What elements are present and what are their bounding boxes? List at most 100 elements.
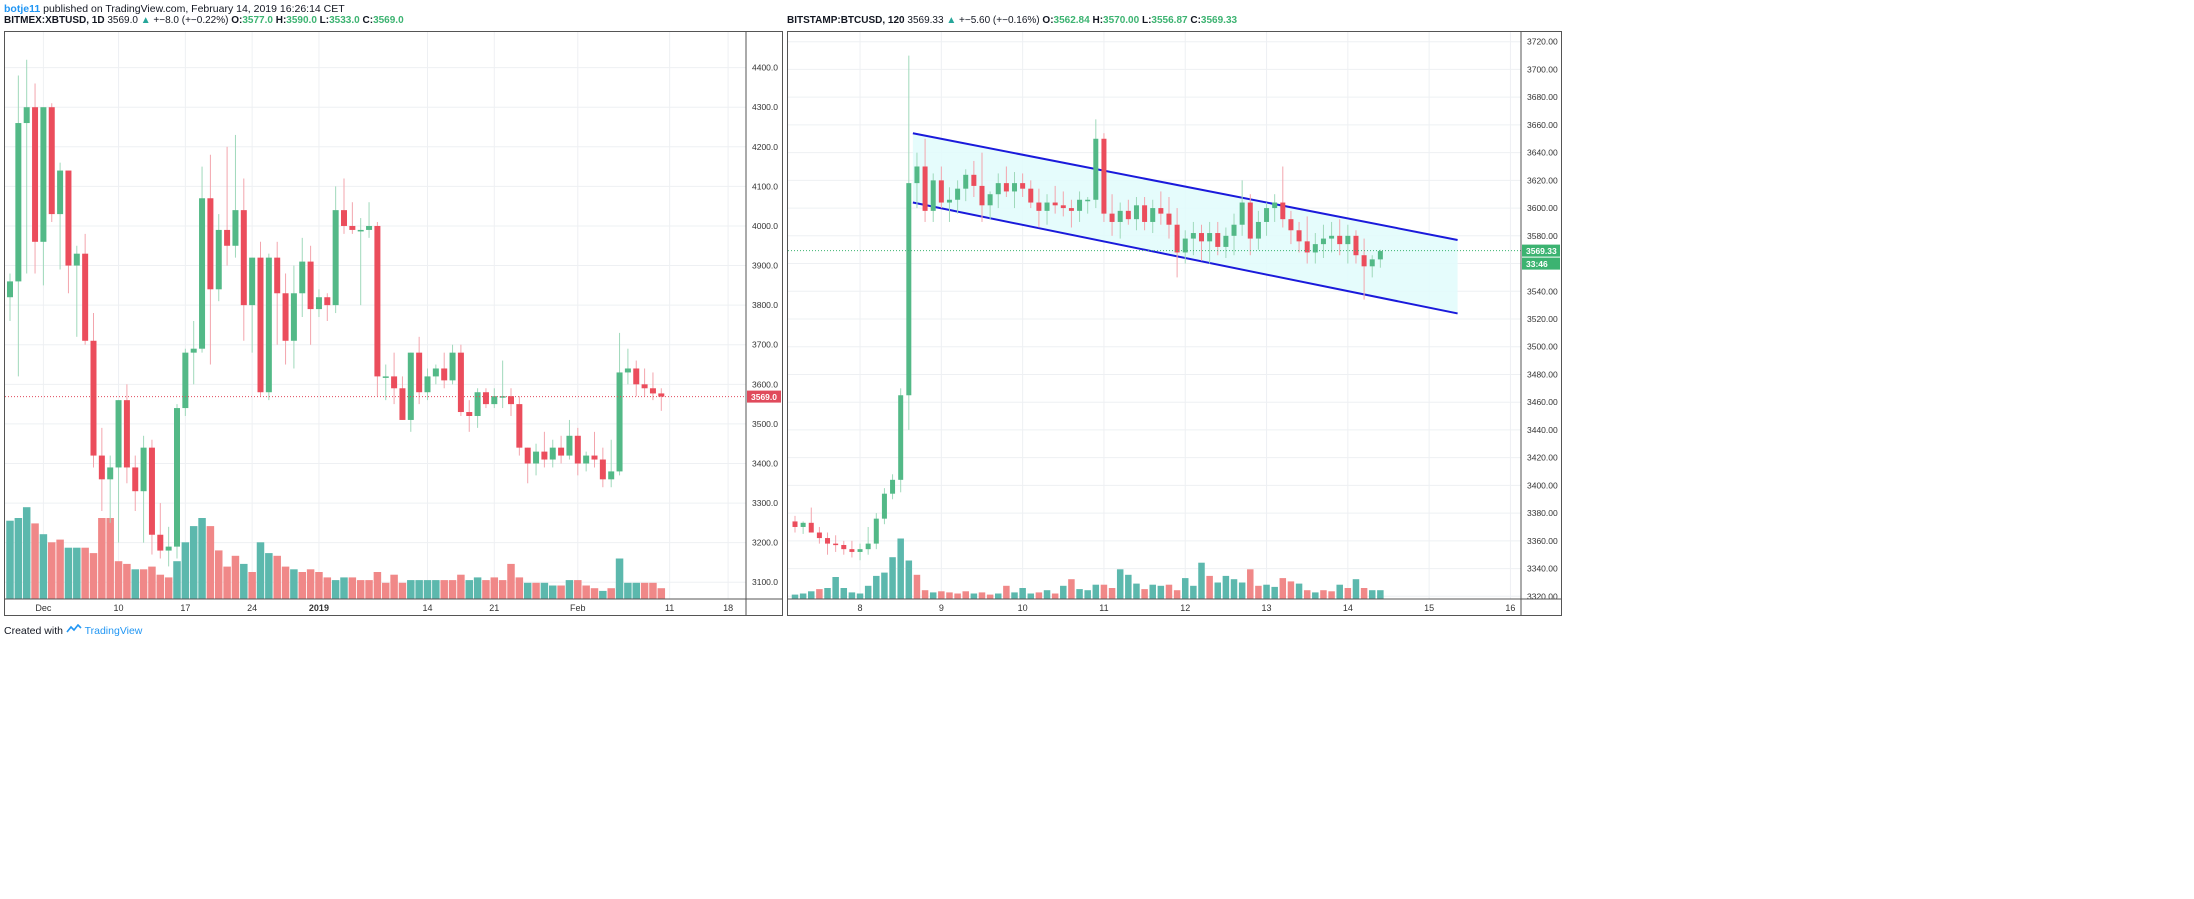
left-high-label: H: xyxy=(275,15,287,26)
right-candle-body xyxy=(857,549,863,552)
right-y-tick-label: 3500.00 xyxy=(1527,342,1558,352)
right-change: +−5.60 (+−0.16%) xyxy=(959,15,1040,26)
right-y-tick-label: 3360.00 xyxy=(1527,536,1558,546)
left-volume-bar xyxy=(649,582,657,599)
right-volume-bar xyxy=(986,594,994,599)
right-candle-body xyxy=(1093,138,1099,200)
left-volume-bar xyxy=(6,520,14,599)
left-volume-bar xyxy=(340,577,348,599)
left-candle-body xyxy=(148,447,155,535)
left-open: 3577.0 xyxy=(242,15,273,26)
right-y-tick-label: 3620.00 xyxy=(1527,175,1558,185)
left-volume-bar xyxy=(89,553,98,599)
left-x-tick-label: 2019 xyxy=(309,603,329,613)
right-volume-bar xyxy=(1051,593,1059,599)
left-open-label: O: xyxy=(231,15,243,26)
left-volume-bar xyxy=(198,518,206,599)
right-volume-bar xyxy=(978,592,986,599)
right-candle-body xyxy=(1117,210,1123,222)
right-volume-bar xyxy=(816,589,823,599)
left-volume-bar xyxy=(348,577,357,599)
left-low-label: L: xyxy=(319,15,330,26)
left-volume-bar xyxy=(48,542,56,599)
right-volume-bar xyxy=(881,572,888,599)
right-low-label: L: xyxy=(1141,15,1152,26)
right-volume-bar xyxy=(946,592,953,599)
left-symbol[interactable]: BITMEX:XBTUSD, 1D xyxy=(4,15,105,26)
right-x-tick-label: 12 xyxy=(1180,603,1190,613)
left-candle-body xyxy=(65,170,72,266)
left-volume-bar xyxy=(81,547,89,599)
author-link[interactable]: botje11 xyxy=(4,3,41,15)
right-candle-body xyxy=(1125,210,1131,220)
left-y-tick-label: 4200.0 xyxy=(752,142,778,152)
right-candle-body xyxy=(1207,233,1213,242)
right-candle-body xyxy=(1304,241,1310,253)
left-high: 3590.0 xyxy=(286,15,317,26)
left-candle-body xyxy=(658,393,665,397)
left-low: 3533.0 xyxy=(329,15,360,26)
right-volume-bar xyxy=(799,593,807,599)
left-volume-bar xyxy=(490,577,499,599)
right-candle-body xyxy=(1239,202,1245,225)
right-volume-bar xyxy=(1206,575,1213,599)
right-candle-body xyxy=(955,188,961,200)
right-chart-panel[interactable]: 3320.00 3340.00 3360.00 3380.00 3400.00 3420.… xyxy=(787,31,1562,616)
left-volume-bar xyxy=(356,580,365,599)
left-candlestick-chart[interactable]: 3100.0 3200.0 3300.0 3400.0 3500.0 3600.0 3700… xyxy=(5,32,782,615)
right-volume-bar xyxy=(832,577,839,599)
left-y-tick-label: 4400.0 xyxy=(752,63,778,73)
left-candle-body xyxy=(107,467,114,480)
right-x-tick-label: 13 xyxy=(1262,603,1272,613)
left-y-tick-label: 3800.0 xyxy=(752,300,778,310)
right-candlestick-chart[interactable]: 3320.00 3340.00 3360.00 3380.00 3400.00 3420.… xyxy=(788,32,1561,615)
right-candle-body xyxy=(865,543,871,550)
left-chart-panel[interactable]: 3100.0 3200.0 3300.0 3400.0 3500.0 3600.0 3700… xyxy=(4,31,783,616)
right-x-tick-label: 14 xyxy=(1343,603,1353,613)
created-with-text: Created with xyxy=(4,625,63,637)
right-x-tick-label: 10 xyxy=(1018,603,1028,613)
right-candle-body xyxy=(1174,224,1180,253)
right-x-tick-label: 11 xyxy=(1099,603,1108,613)
left-x-tick-label: 21 xyxy=(489,603,499,613)
left-volume-bar xyxy=(507,563,515,599)
right-volume-bar xyxy=(1312,592,1319,599)
right-volume-bar xyxy=(1190,585,1197,599)
left-volume-bar xyxy=(398,582,407,599)
left-candle-body xyxy=(391,376,398,389)
left-candle-body xyxy=(608,471,615,480)
left-volume-bar xyxy=(181,542,190,599)
left-candle-body xyxy=(165,546,172,551)
right-candle-body xyxy=(1028,188,1034,203)
right-symbol[interactable]: BITSTAMP:BTCUSD, 120 xyxy=(787,15,905,26)
right-candle-body xyxy=(1068,208,1074,211)
left-candle-body xyxy=(15,123,22,282)
left-volume-bar xyxy=(582,585,590,599)
right-volume-bar xyxy=(1141,589,1148,599)
left-price-tag-label: 3569.0 xyxy=(751,392,777,402)
left-candle-body xyxy=(290,293,297,341)
left-y-tick-label: 3300.0 xyxy=(752,498,778,508)
tradingview-brand[interactable]: TradingView xyxy=(84,625,143,637)
left-volume-bar xyxy=(457,574,465,599)
left-volume-bar xyxy=(231,555,240,599)
left-y-tick-label: 3100.0 xyxy=(752,577,778,587)
left-volume-bar xyxy=(423,580,432,599)
right-candle-body xyxy=(1377,251,1383,260)
left-candle-body xyxy=(574,435,581,464)
left-volume-bar xyxy=(599,590,607,599)
left-volume-bar xyxy=(281,566,290,599)
right-volume-bar xyxy=(1149,584,1156,599)
left-candle-body xyxy=(649,388,656,394)
right-open-label: O: xyxy=(1042,15,1054,26)
left-volume-bar xyxy=(382,582,390,599)
left-volume-bar xyxy=(365,580,373,599)
left-close: 3569.0 xyxy=(373,15,404,26)
left-candle-body xyxy=(115,400,122,468)
right-volume-bar xyxy=(1076,589,1083,599)
right-y-tick-label: 3440.00 xyxy=(1527,425,1558,435)
left-volume-bar xyxy=(39,534,48,599)
left-candle-body xyxy=(215,229,222,290)
left-volume-bar xyxy=(31,523,39,599)
right-volume-bar xyxy=(1157,585,1165,599)
